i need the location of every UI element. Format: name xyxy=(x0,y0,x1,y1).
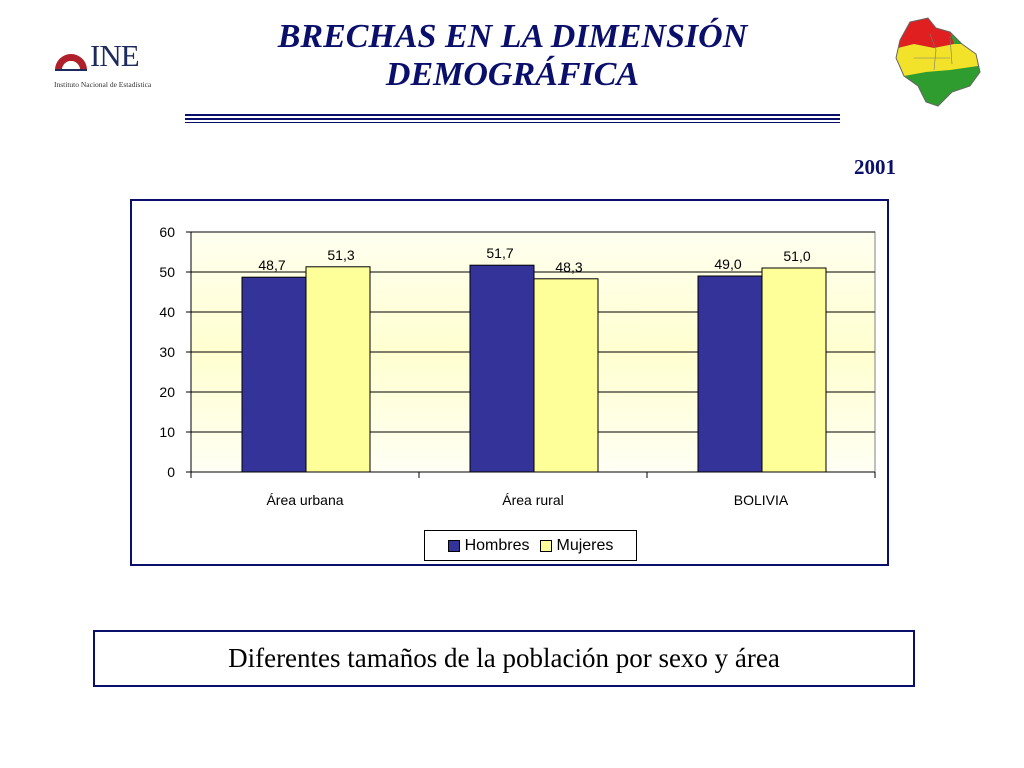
caption-text: Diferentes tamaños de la población por s… xyxy=(228,643,780,673)
data-label: 51,3 xyxy=(327,247,354,263)
year-label: 2001 xyxy=(854,155,896,179)
ine-logo: INE Instituto Nacional de Estadística xyxy=(52,40,162,90)
title-line-1: BRECHAS EN LA DIMENSIÓN xyxy=(277,18,748,55)
legend-swatch-mujeres xyxy=(539,539,552,552)
logo-subtitle: Instituto Nacional de Estadística xyxy=(54,80,152,89)
y-tick-label: 20 xyxy=(159,384,175,400)
bar xyxy=(533,278,599,473)
x-tick-label: Área urbana xyxy=(266,492,343,508)
logo-name: INE xyxy=(90,38,140,73)
data-label: 48,3 xyxy=(555,259,582,275)
bar-chart: 0 10 20 30 40 50 60 48,7 51,3 Área urbana 51,7 48,3… xyxy=(159,224,876,508)
data-label: 51,7 xyxy=(486,245,513,261)
caption-box: Diferentes tamaños de la población por s… xyxy=(93,630,915,687)
legend-label-hombres: Hombres xyxy=(464,536,530,554)
legend-swatch-hombres xyxy=(447,539,460,552)
y-tick-label: 30 xyxy=(159,344,175,360)
title-line-2: DEMOGRÁFICA xyxy=(385,56,640,93)
data-label: 49,0 xyxy=(714,256,741,272)
bar xyxy=(241,276,307,473)
ine-logo-mark-icon xyxy=(55,54,87,71)
y-tick-label: 40 xyxy=(159,304,175,320)
y-tick-label: 60 xyxy=(159,224,175,240)
page-title: BRECHAS EN LA DIMENSIÓN DEMOGRÁFICA xyxy=(185,18,840,94)
bar xyxy=(469,264,535,473)
bar xyxy=(697,275,763,473)
chart-legend: Hombres Mujeres xyxy=(424,530,637,561)
bar xyxy=(305,266,371,473)
title-underline xyxy=(185,114,840,123)
legend-label-mujeres: Mujeres xyxy=(556,536,614,554)
bolivia-map-icon xyxy=(895,17,981,107)
data-label: 51,0 xyxy=(783,248,810,264)
x-tick-label: Área rural xyxy=(502,492,563,508)
y-tick-label: 0 xyxy=(167,464,175,480)
legend-item-mujeres: Mujeres xyxy=(539,536,614,555)
y-tick-label: 10 xyxy=(159,424,175,440)
bar xyxy=(761,267,827,473)
y-tick-label: 50 xyxy=(159,264,175,280)
x-tick-label: BOLIVIA xyxy=(734,492,789,508)
data-label: 48,7 xyxy=(258,257,285,273)
legend-item-hombres: Hombres xyxy=(447,536,530,555)
